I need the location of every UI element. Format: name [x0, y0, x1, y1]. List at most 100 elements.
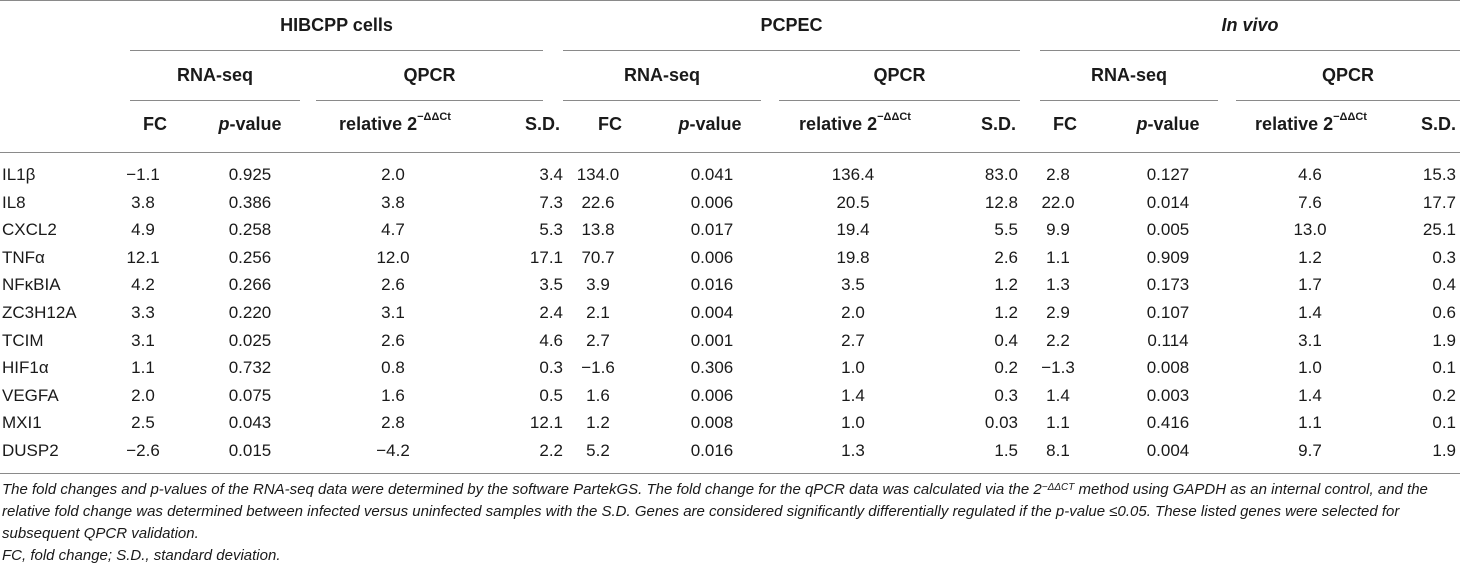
fc-cell: 1.4	[1046, 385, 1070, 405]
group-heading-pcpec: PCPEC	[760, 15, 823, 35]
relative-fold-cell: 12.0	[376, 247, 410, 267]
p-value-cell: 0.043	[228, 413, 272, 433]
fc-cell: 134.0	[576, 165, 620, 184]
column-heading-relative-fold: relative 2−ΔΔCt	[320, 111, 470, 135]
sd-cell: 7.3	[539, 192, 563, 212]
p-value-cell: 0.925	[228, 165, 272, 184]
column-heading-sd: S.D.	[980, 114, 1016, 134]
p-value-cell: 0.001	[690, 330, 734, 350]
fc-cell: 1.6	[586, 385, 610, 405]
relative-fold-cell: 3.1	[1298, 330, 1322, 350]
abbreviations-footnote: FC, fold change; S.D., standard deviatio…	[2, 547, 281, 564]
relative-exponent: −ΔΔCt	[417, 111, 451, 123]
sd-cell: 0.03	[984, 413, 1018, 433]
sd-cell: 1.2	[994, 303, 1018, 322]
fc-cell: 70.7	[581, 247, 615, 267]
group-heading-hibcpp: HIBCPP cells	[280, 15, 393, 35]
relative-fold-cell: 1.3	[841, 441, 865, 460]
fc-cell: −1.6	[581, 358, 615, 378]
relative-fold-cell: 2.6	[381, 330, 405, 350]
fc-cell: 4.9	[131, 220, 155, 240]
subgroup-heading-invivo-rnaseq: RNA-seq	[1090, 65, 1167, 85]
sd-cell: 83.0	[984, 165, 1018, 184]
sd-cell: 5.3	[539, 220, 563, 240]
relative-fold-cell: 1.7	[1298, 275, 1322, 295]
group-heading-invivo: In vivo	[1221, 15, 1279, 35]
p-italic: p	[218, 114, 230, 134]
sd-cell: 1.2	[994, 275, 1018, 295]
sd-cell: 1.9	[1432, 441, 1456, 460]
sd-cell: 1.5	[994, 441, 1018, 460]
p-value-cell: 0.173	[1146, 275, 1190, 295]
relative-fold-cell: 9.7	[1298, 441, 1322, 460]
relative-label: relative 2	[1255, 114, 1334, 134]
p-value-cell: 0.004	[1146, 441, 1190, 460]
gene-name-cell: TCIM	[2, 330, 44, 350]
sd-cell: 4.6	[539, 330, 563, 350]
table-row: DUSP2 −2.6 0.015 −4.2 2.2 5.2 0.016 1.3 1.5 8.1 0.…	[0, 437, 1460, 464]
relative-fold-cell: 19.8	[836, 247, 870, 267]
sd-cell: 0.6	[1432, 303, 1456, 322]
table-row: IL1β −1.1 0.925 2.0 3.4 134.0 0.041 136.4 83.0 2.…	[0, 161, 1460, 188]
sd-cell: 3.4	[539, 165, 563, 184]
footnote-text-start: The fold changes and p-values of the RNA…	[2, 481, 1042, 498]
fc-cell: 2.8	[1046, 165, 1070, 184]
relative-fold-cell: 136.4	[831, 165, 875, 184]
relative-fold-cell: 1.4	[1298, 385, 1322, 405]
relative-fold-cell: 2.0	[841, 303, 865, 322]
relative-fold-cell: 2.6	[381, 275, 405, 295]
p-value-cell: 0.006	[690, 192, 734, 212]
sd-cell: 0.2	[994, 358, 1018, 378]
table-row: CXCL2 4.9 0.258 4.7 5.3 13.8 0.017 19.4 5.5 9.9 0.…	[0, 216, 1460, 243]
relative-fold-cell: 2.7	[841, 330, 865, 350]
p-value-cell: 0.127	[1146, 165, 1190, 184]
table-row: TCIM 3.1 0.025 2.6 4.6 2.7 0.001 2.7 0.4 2.2 0.114…	[0, 327, 1460, 354]
subgroup-heading-pcpec-rnaseq: RNA-seq	[623, 65, 700, 85]
sd-cell: 2.2	[539, 441, 563, 460]
p-suffix: -value	[229, 114, 282, 134]
p-value-cell: 0.015	[228, 441, 272, 460]
sd-cell: 5.5	[994, 220, 1018, 240]
column-heading-fc: FC	[598, 114, 622, 134]
column-heading-sd: S.D.	[524, 114, 560, 134]
column-heading-fc: FC	[1053, 114, 1077, 134]
relative-label: relative 2	[339, 114, 418, 134]
table-footnote: The fold changes and p-values of the RNA…	[2, 479, 1458, 545]
table-row: HIF1α 1.1 0.732 0.8 0.3 −1.6 0.306 1.0 0.2 −1.3 0.…	[0, 354, 1460, 381]
fc-cell: 2.7	[586, 330, 610, 350]
relative-fold-cell: 2.8	[381, 413, 405, 433]
relative-fold-cell: 3.5	[841, 275, 865, 295]
subgroup-rule-hibcpp-rnaseq	[130, 100, 300, 101]
fc-cell: 2.1	[586, 303, 610, 322]
subgroup-heading-hibcpp-qpcr: QPCR	[403, 65, 456, 85]
p-value-cell: 0.008	[1146, 358, 1190, 378]
subgroup-rule-pcpec-rnaseq	[563, 100, 761, 101]
table-row: TNFα 12.1 0.256 12.0 17.1 70.7 0.006 19.8 2.6 1.1…	[0, 244, 1460, 271]
gene-name-cell: IL8	[2, 192, 26, 212]
subgroup-heading-hibcpp-rnaseq: RNA-seq	[176, 65, 253, 85]
p-value-cell: 0.006	[690, 247, 734, 267]
fc-cell: −2.6	[126, 441, 160, 460]
gene-name-cell: VEGFA	[2, 385, 59, 405]
sd-cell: 0.4	[1432, 275, 1456, 295]
fc-cell: 8.1	[1046, 441, 1070, 460]
p-value-cell: 0.114	[1147, 330, 1189, 350]
table-row: MXI1 2.5 0.043 2.8 12.1 1.2 0.008 1.0 0.03 1.1 0.4…	[0, 409, 1460, 436]
column-heading-relative-fold: relative 2−ΔΔCt	[1236, 111, 1386, 135]
column-heading-p-value: p-value	[1113, 114, 1223, 135]
relative-fold-cell: 3.1	[381, 303, 405, 322]
group-rule-pcpec	[563, 50, 1020, 51]
fc-cell: 2.2	[1046, 330, 1070, 350]
table-row: VEGFA 2.0 0.075 1.6 0.5 1.6 0.006 1.4 0.3 1.4 0.00…	[0, 382, 1460, 409]
p-value-cell: 0.016	[690, 275, 734, 295]
relative-fold-cell: 1.4	[841, 385, 865, 405]
relative-fold-cell: 2.0	[381, 165, 405, 184]
p-value-cell: 0.025	[228, 330, 272, 350]
gene-name-cell: DUSP2	[2, 441, 59, 460]
p-value-cell: 0.017	[690, 220, 734, 240]
table-row: IL8 3.8 0.386 3.8 7.3 22.6 0.006 20.5 12.8 22.0 0.…	[0, 189, 1460, 216]
p-italic: p	[1136, 114, 1148, 134]
gene-name-cell: TNFα	[2, 247, 45, 267]
fc-cell: 22.6	[581, 192, 615, 212]
fc-cell: 1.1	[131, 358, 155, 378]
